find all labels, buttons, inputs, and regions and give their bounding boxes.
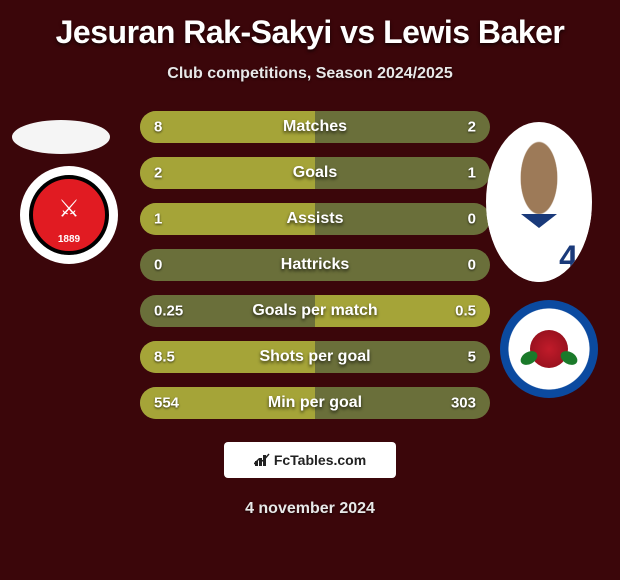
club-badge-right: 1875 <box>500 300 598 398</box>
rose-icon <box>530 330 568 368</box>
stat-label: Matches <box>283 118 347 136</box>
stat-value-right: 0 <box>468 257 476 274</box>
stat-value-right: 0 <box>468 211 476 228</box>
stat-value-left: 0 <box>154 257 162 274</box>
stat-value-left: 2 <box>154 165 162 182</box>
logo-text: FcTables.com <box>274 452 366 468</box>
leaf-icon <box>518 348 540 367</box>
comparison-subtitle: Club competitions, Season 2024/2025 <box>0 65 620 83</box>
date-line: 4 november 2024 <box>0 500 620 518</box>
club-badge-left: ⚔ 1889 <box>20 166 118 264</box>
site-logo: FcTables.com <box>224 442 396 478</box>
club-badge-left-inner: ⚔ 1889 <box>29 175 109 255</box>
stat-value-left: 0.25 <box>154 303 183 320</box>
stat-bars-column: 8 2 Matches 2 1 Goals 1 0 Assists 0 0 Hattricks 0.25… <box>140 111 490 433</box>
stat-bar: 0 0 Hattricks <box>140 249 490 281</box>
stat-bar: 1 0 Assists <box>140 203 490 235</box>
player-right-photo: 4 <box>486 122 592 282</box>
stat-label: Min per goal <box>268 394 362 412</box>
chart-icon <box>254 453 270 467</box>
stat-label: Shots per goal <box>259 348 370 366</box>
stat-bar: 2 1 Goals <box>140 157 490 189</box>
kit-collar <box>521 214 557 228</box>
stat-value-right: 0.5 <box>455 303 476 320</box>
stat-bar: 554 303 Min per goal <box>140 387 490 419</box>
club-right-year: 1875 <box>540 379 558 388</box>
stat-label: Hattricks <box>281 256 349 274</box>
stat-value-right: 5 <box>468 349 476 366</box>
stat-value-left: 8 <box>154 119 162 136</box>
stat-value-left: 8.5 <box>154 349 175 366</box>
stat-value-right: 2 <box>468 119 476 136</box>
stat-value-left: 1 <box>154 211 162 228</box>
stat-label: Goals per match <box>252 302 377 320</box>
stat-value-left: 554 <box>154 395 179 412</box>
kit-number: 4 <box>559 239 578 278</box>
swords-icon: ⚔ <box>58 195 80 224</box>
stat-bar: 0.25 0.5 Goals per match <box>140 295 490 327</box>
bar-fill-left <box>140 157 315 189</box>
player-right-kit: 4 <box>486 214 592 282</box>
comparison-title: Jesuran Rak-Sakyi vs Lewis Baker <box>0 0 620 51</box>
player-left-placeholder <box>12 120 110 154</box>
stat-bar: 8.5 5 Shots per goal <box>140 341 490 373</box>
club-left-year: 1889 <box>58 234 80 245</box>
stat-bar: 8 2 Matches <box>140 111 490 143</box>
stat-label: Assists <box>287 210 344 228</box>
stat-value-right: 303 <box>451 395 476 412</box>
stat-label: Goals <box>293 164 337 182</box>
stat-value-right: 1 <box>468 165 476 182</box>
leaf-icon <box>558 348 580 367</box>
